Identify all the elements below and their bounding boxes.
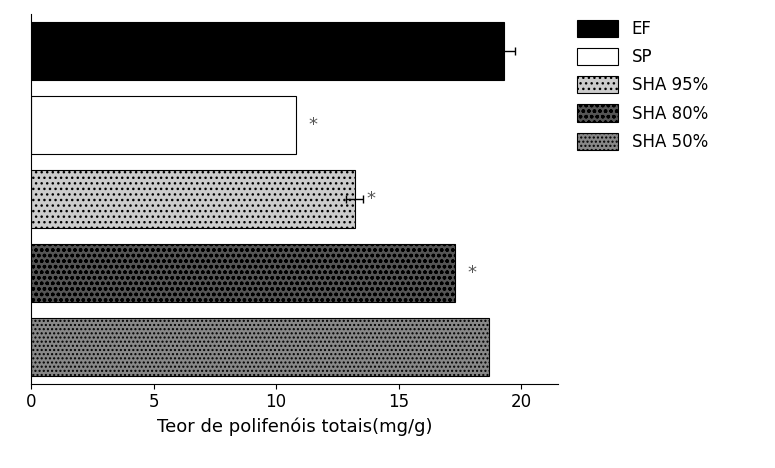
Bar [31,244,455,302]
Legend: EF, SP, SHA 95%, SHA 80%, SHA 50%: EF, SP, SHA 95%, SHA 80%, SHA 50% [572,15,713,156]
Text: *: * [467,264,477,282]
Text: *: * [308,116,317,134]
X-axis label: Teor de polifenóis totais(mg/g): Teor de polifenóis totais(mg/g) [157,417,432,436]
Bar [31,22,504,80]
Bar [31,170,354,228]
Bar [31,318,489,376]
Text: *: * [367,190,376,208]
Bar [31,96,296,154]
